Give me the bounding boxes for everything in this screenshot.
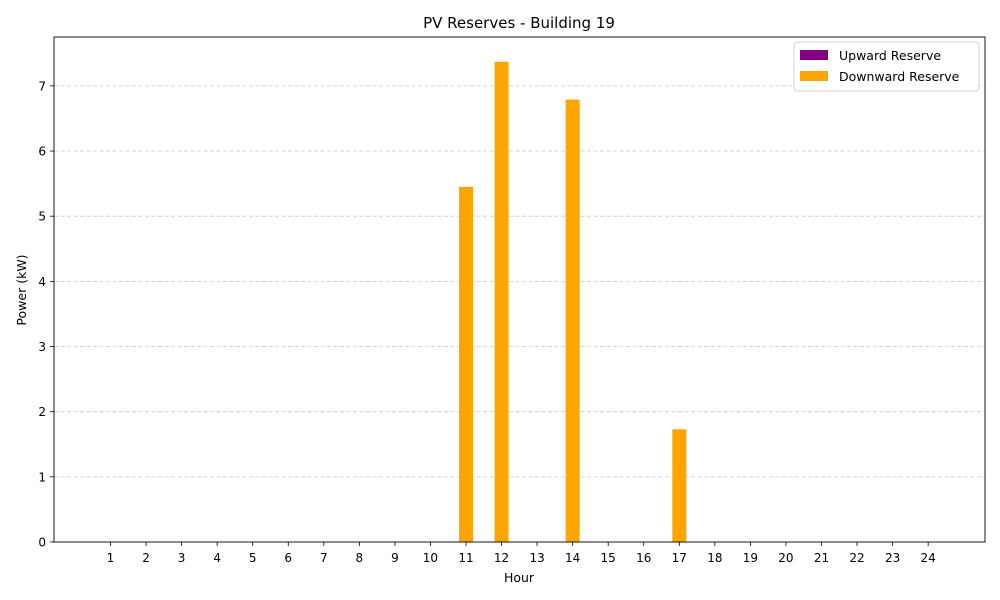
x-tick-label: 24 xyxy=(921,551,936,565)
x-tick-label: 10 xyxy=(423,551,438,565)
x-tick-label: 14 xyxy=(565,551,580,565)
legend-swatch xyxy=(800,50,828,60)
x-tick-label: 8 xyxy=(356,551,364,565)
x-tick-label: 3 xyxy=(178,551,186,565)
x-tick-label: 23 xyxy=(885,551,900,565)
x-tick-label: 12 xyxy=(494,551,509,565)
x-tick-label: 15 xyxy=(601,551,616,565)
y-tick-label: 3 xyxy=(38,340,46,354)
x-tick-label: 5 xyxy=(249,551,257,565)
x-tick-label: 13 xyxy=(529,551,544,565)
x-tick-label: 6 xyxy=(284,551,292,565)
x-tick-label: 18 xyxy=(707,551,722,565)
axes xyxy=(53,36,986,543)
bar-downward-reserve xyxy=(459,186,473,542)
bar-downward-reserve xyxy=(672,429,687,542)
legend: Upward Reserve Downward Reserve xyxy=(793,41,980,92)
x-tick-label: 2 xyxy=(142,551,150,565)
x-tick-label: 1 xyxy=(107,551,115,565)
grid-lines xyxy=(54,85,985,478)
x-tick-label: 19 xyxy=(743,551,758,565)
x-tick-label: 11 xyxy=(458,551,473,565)
x-tick-label: 21 xyxy=(814,551,829,565)
y-tick-label: 7 xyxy=(38,79,46,93)
plot-frame xyxy=(53,36,986,543)
bars xyxy=(459,61,687,542)
x-tick-label: 9 xyxy=(391,551,399,565)
y-tick-label: 0 xyxy=(38,536,46,550)
x-tick-label: 22 xyxy=(849,551,864,565)
x-tick-label: 7 xyxy=(320,551,328,565)
x-tick-label: 17 xyxy=(672,551,687,565)
x-tick-label: 16 xyxy=(636,551,651,565)
x-tick-label: 20 xyxy=(778,551,793,565)
y-tick-label: 1 xyxy=(38,470,46,484)
x-tick-label: 4 xyxy=(213,551,221,565)
legend-box xyxy=(793,41,980,92)
legend-swatch xyxy=(800,71,828,81)
y-tick-label: 6 xyxy=(38,145,46,159)
y-tick-label: 5 xyxy=(38,210,46,224)
bar-downward-reserve xyxy=(565,99,580,542)
y-tick-label: 4 xyxy=(38,275,46,289)
chart-title: PV Reserves - Building 19 xyxy=(423,14,615,32)
bar-downward-reserve xyxy=(494,61,509,542)
x-axis-label: Hour xyxy=(504,570,535,585)
legend-label: Downward Reserve xyxy=(839,69,960,84)
legend-label: Upward Reserve xyxy=(839,48,941,63)
y-tick-label: 2 xyxy=(38,405,46,419)
y-axis-label: Power (kW) xyxy=(14,254,29,325)
